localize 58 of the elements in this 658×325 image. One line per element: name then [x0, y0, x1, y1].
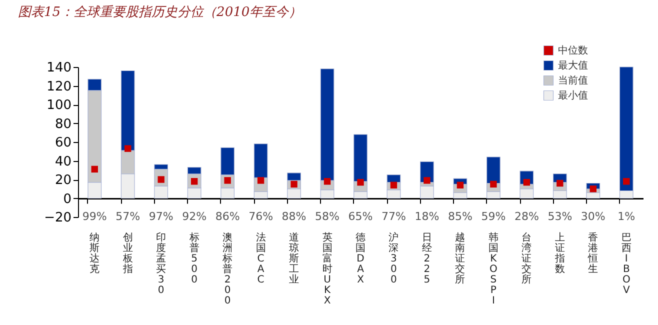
bar	[420, 186, 434, 199]
x-tick-label: 道琼斯工业	[289, 232, 300, 286]
annotation: 58%	[315, 210, 340, 223]
point	[623, 178, 630, 185]
x-tick-label: 英国富时UKX	[322, 232, 332, 306]
y-tick-label: 140	[46, 60, 72, 76]
x-tick-label: 澳洲标普200	[222, 232, 233, 306]
point	[257, 177, 264, 184]
annotation: 88%	[282, 210, 306, 223]
annotation: 77%	[382, 210, 406, 223]
annotation: 57%	[116, 210, 140, 223]
legend-label: 当前值	[558, 74, 588, 86]
point	[357, 178, 364, 186]
x-tick-label: 标普500	[188, 232, 200, 286]
y-tick-label: 40	[54, 154, 72, 170]
x-tick-label: 台湾证交所	[522, 232, 532, 286]
x-tick-label: 巴西IBOV	[621, 232, 632, 296]
annotation: 65%	[348, 210, 373, 223]
annotation: 97%	[148, 210, 174, 223]
legend-label: 最小值	[558, 90, 588, 102]
legend-label: 中位数	[558, 44, 588, 56]
annotation: 85%	[448, 210, 472, 223]
bar	[520, 188, 534, 199]
annotation: 92%	[182, 210, 207, 223]
annotation: 53%	[548, 210, 572, 223]
y-tick-label: −20	[44, 210, 72, 226]
annotation: 76%	[248, 210, 274, 223]
y-tick-label: 100	[46, 98, 72, 113]
x-tick-label: 沪深300	[388, 232, 399, 286]
point	[91, 166, 98, 173]
point	[124, 145, 132, 152]
x-tick-label: 印度孟买30	[156, 232, 166, 296]
y-tick-label: 20	[54, 173, 72, 188]
annotation: 99%	[82, 210, 107, 223]
annotation: 18%	[414, 210, 440, 223]
annotation: 59%	[481, 210, 506, 223]
x-tick-label: 德国DAX	[356, 232, 366, 286]
x-tick-label: 法国CAC	[256, 232, 266, 286]
x-tick-label: 纳斯达克	[90, 232, 100, 275]
x-tick-label: 韩国KOSPI	[488, 232, 498, 306]
y-tick-label: 60	[54, 136, 72, 150]
annotation: 86%	[215, 210, 240, 223]
legend-label: 最大值	[558, 60, 588, 72]
x-tick-label: 上证指数	[554, 232, 565, 275]
point	[424, 177, 430, 184]
point	[590, 186, 596, 192]
x-tick-label: 日经225	[422, 232, 432, 286]
x-tick-label: 香港恒生	[587, 232, 598, 275]
annotation: 1%	[618, 210, 636, 223]
chart-title: 图表15：全球重要股指历史分位（2010年至今）	[18, 5, 302, 20]
y-tick-label: 120	[46, 79, 72, 94]
x-tick-label: 越南证交所	[455, 232, 466, 286]
x-tick-label: 创业板指	[122, 232, 133, 275]
annotation: 30%	[580, 210, 606, 223]
annotation: 28%	[514, 210, 539, 223]
y-tick-label: 80	[54, 116, 72, 132]
y-tick-label: 0	[63, 192, 72, 207]
point	[523, 178, 530, 186]
